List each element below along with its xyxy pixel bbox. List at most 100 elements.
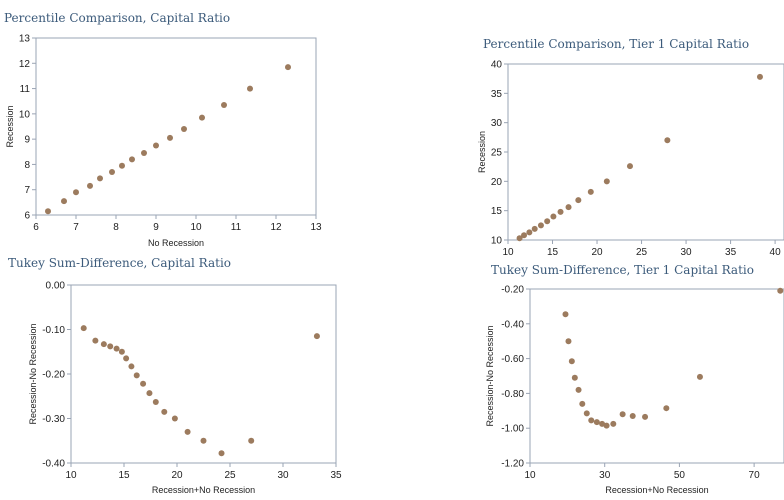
y-tick-label: 11 [20,84,31,95]
data-point [550,213,557,220]
y-tick-label: -0.80 [501,389,524,400]
x-tick-label: 15 [547,247,559,258]
data-point [610,420,617,427]
y-tick-label: 8 [24,160,30,171]
data-point [109,169,115,176]
data-point [200,437,207,444]
chart-2-title: Percentile Comparison, Tier 1 Capital Ra… [483,37,750,51]
plot-frame [529,288,784,464]
x-tick-label: 8 [113,222,119,233]
x-tick-label: 30 [681,247,693,258]
x-tick-label: 25 [636,247,648,258]
data-point [626,163,633,170]
chart-2: 10 15 20 25 30 35 40 10 15 20 25 30 35 40 Recession [477,60,784,258]
x-tick-label: 25 [224,470,236,481]
data-point [181,126,187,133]
data-point [663,405,670,412]
plot-frame [70,284,337,464]
data-point [603,422,610,429]
data-point [642,413,649,420]
x-axis-label: No Recession [148,238,204,248]
data-point [167,134,173,141]
data-point [61,198,67,205]
data-point [588,417,595,424]
x-tick-label: 13 [310,222,322,233]
data-point [218,450,225,457]
x-tick-label: 20 [591,247,603,258]
data-point [221,102,227,109]
data-point [575,197,582,204]
x-axis-label: Recession+No Recession [152,485,255,495]
y-axis-label: Recession [477,131,487,173]
data-point [544,218,551,225]
data-point [107,343,114,350]
chart-4: 10 30 50 70 -0.20 -0.40 -0.60 -0.80 -1.00 -1.20 Re… [485,285,784,495]
y-tick-label: -1.20 [501,459,524,470]
data-point [119,162,125,169]
data-point [603,178,610,185]
chart-1: 6 7 8 9 10 11 12 13 6 7 8 9 10 11 12 13 No Recession Rece… [5,34,322,249]
plot-frame [507,63,784,241]
x-tick-label: 7 [73,222,79,233]
y-tick-label: 10 [491,236,503,247]
data-point [565,204,572,211]
data-point [575,386,582,393]
data-point [92,337,99,344]
data-point [133,372,140,379]
data-point [248,437,255,444]
y-tick-label: 9 [24,135,30,146]
chart-4-title: Tukey Sum-Difference, Tier 1 Capital Rat… [491,263,754,277]
x-tick-label: 30 [277,470,289,481]
x-tick-label: 10 [502,247,514,258]
y-tick-label: -1.00 [501,424,524,435]
data-point [199,114,205,121]
x-tick-label: 9 [153,222,159,233]
y-tick-label: -0.30 [42,414,65,425]
data-point [313,333,320,340]
data-point [531,225,538,232]
data-point [118,348,125,355]
y-tick-label: 12 [19,59,31,70]
y-tick-label: 40 [491,60,503,71]
data-point [565,338,572,345]
y-axis-label: Recession-No Recession [485,325,495,426]
data-point [521,232,528,239]
data-point [579,400,586,407]
y-tick-label: -0.40 [501,319,524,330]
y-tick-label: 7 [24,185,30,196]
data-point [128,363,135,370]
data-point [593,419,600,426]
data-point [100,341,107,348]
x-tick-label: 35 [725,247,737,258]
data-point [129,156,135,163]
y-axis-label: Recession [5,105,15,147]
y-tick-label: -0.20 [42,370,65,381]
data-point [568,358,575,365]
x-axis-label: Recession+No Recession [605,485,708,495]
x-tick-label: 70 [749,470,761,481]
data-point [97,175,103,182]
y-tick-label: 0.00 [46,281,66,292]
x-tick-label: 6 [33,222,39,233]
data-point [146,390,153,397]
y-tick-label: 35 [491,89,503,100]
data-point [152,399,159,406]
data-point [526,229,533,236]
y-tick-label: 15 [491,206,503,217]
x-tick-label: 35 [330,470,342,481]
data-point [123,355,130,362]
data-point [537,222,544,229]
chart-3: 10 15 20 25 30 35 0.00 -0.10 -0.20 -0.30 -0.40 Rece… [28,281,342,496]
chart-1-title: Percentile Comparison, Capital Ratio [4,11,231,25]
data-point [161,408,168,415]
chart-3-title: Tukey Sum-Difference, Capital Ratio [8,256,232,270]
y-tick-label: -0.20 [501,285,524,296]
x-tick-label: 10 [190,222,202,233]
x-tick-label: 10 [65,470,77,481]
data-point [73,189,79,196]
x-tick-label: 10 [524,470,536,481]
data-point [285,64,291,71]
y-tick-label: -0.60 [501,354,524,365]
data-point [664,137,671,144]
x-tick-label: 20 [171,470,183,481]
